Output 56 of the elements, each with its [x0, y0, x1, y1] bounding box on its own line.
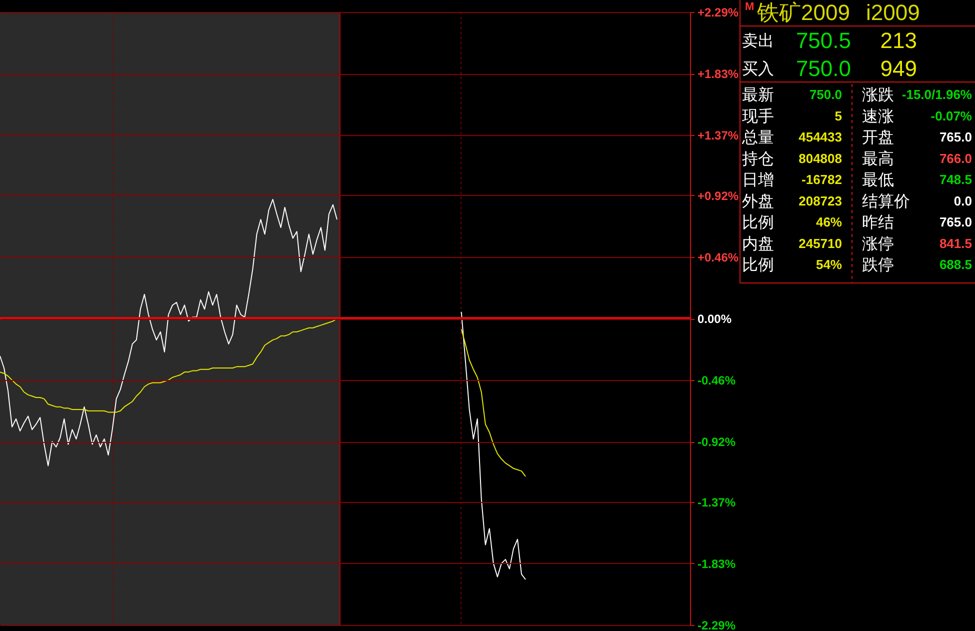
- y-tick-label: -0.92%: [698, 435, 736, 450]
- text: 5: [834, 108, 842, 124]
- text: 454433: [798, 130, 842, 144]
- text: 外盘: [742, 193, 774, 210]
- text: 跌停: [862, 257, 894, 274]
- y-tick-label: +0.92%: [698, 188, 739, 203]
- text: -15.0/1.96%: [902, 87, 972, 102]
- y-tick-label: +1.83%: [698, 67, 739, 82]
- text: 比例: [742, 256, 774, 274]
- text: 245710: [798, 236, 842, 251]
- text: 208723: [798, 193, 842, 208]
- text: 铁矿2009: [756, 0, 850, 25]
- text: 最低: [862, 172, 894, 189]
- text: 涨停: [862, 234, 894, 253]
- y-tick-label: -1.37%: [698, 495, 736, 510]
- text: i2009: [866, 0, 920, 25]
- text: 比例: [742, 214, 774, 232]
- y-tick-label: -2.29%: [698, 618, 736, 631]
- y-tick-label: 0.00%: [698, 312, 732, 326]
- text: 213: [880, 28, 917, 53]
- text: 速涨: [862, 107, 894, 126]
- text: 765.0: [939, 214, 972, 230]
- text: 841.5: [939, 236, 972, 251]
- text: 现手: [742, 107, 774, 126]
- text: 持仓: [742, 150, 774, 168]
- y-tick-label: +2.29%: [698, 6, 739, 20]
- text: -16782: [802, 172, 842, 187]
- text: 最新: [742, 86, 774, 104]
- text: 卖出: [742, 32, 774, 50]
- text: M: [745, 1, 754, 13]
- text: 总量: [741, 128, 774, 146]
- text: 昨结: [862, 214, 894, 232]
- y-tick-label: +0.46%: [698, 250, 739, 264]
- text: 日增: [742, 172, 774, 189]
- text: 46%: [816, 214, 842, 230]
- y-tick-label: +1.37%: [698, 128, 739, 143]
- y-tick-label: -0.46%: [698, 374, 736, 388]
- text: 750.0: [796, 56, 851, 81]
- text: 765.0: [939, 130, 972, 144]
- text: 750.5: [796, 28, 851, 53]
- text: 54%: [816, 257, 842, 272]
- text: 949: [880, 56, 917, 81]
- text: 涨跌: [862, 86, 894, 104]
- text: 748.5: [939, 172, 972, 187]
- text: 688.5: [939, 257, 972, 272]
- text: 766.0: [939, 150, 972, 166]
- text: 750.0: [809, 87, 842, 102]
- text: 0.0: [954, 193, 972, 208]
- text: 内盘: [742, 234, 774, 253]
- text: 买入: [742, 60, 774, 78]
- text: -0.07%: [930, 108, 972, 124]
- text: 804808: [798, 150, 842, 166]
- text: 最高: [862, 150, 894, 168]
- text: 开盘: [862, 130, 894, 146]
- text: 结算价: [862, 192, 910, 210]
- y-tick-label: -1.83%: [698, 556, 736, 571]
